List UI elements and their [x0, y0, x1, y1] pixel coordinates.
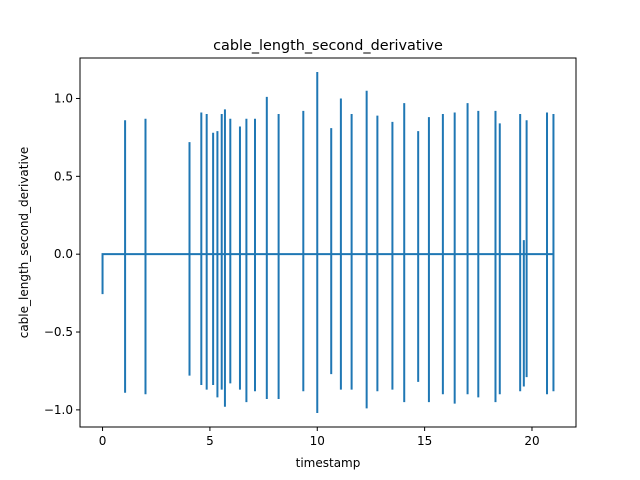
- axes-frame: [79, 57, 577, 428]
- x-axis-label: timestamp: [296, 456, 361, 470]
- plot-area: [101, 72, 555, 413]
- y-tick-label: 0.0: [54, 247, 73, 261]
- y-axis-label: cable_length_second_derivative: [17, 147, 31, 339]
- series-line: [101, 72, 555, 413]
- x-tick-label: 20: [524, 434, 539, 448]
- x-tick-label: 15: [417, 434, 432, 448]
- y-tick-label: 1.0: [54, 91, 73, 105]
- y-axis-ticks: −1.0 −0.5 0.0 0.5 1.0: [44, 91, 80, 417]
- y-tick-label: −1.0: [44, 403, 73, 417]
- x-axis-ticks: 0 5 10 15 20: [99, 427, 540, 448]
- x-tick-label: 0: [99, 434, 107, 448]
- y-tick-label: −0.5: [44, 325, 73, 339]
- y-tick-label: 0.5: [54, 169, 73, 183]
- chart-title: cable_length_second_derivative: [213, 38, 443, 54]
- x-tick-label: 10: [310, 434, 325, 448]
- x-tick-label: 5: [206, 434, 214, 448]
